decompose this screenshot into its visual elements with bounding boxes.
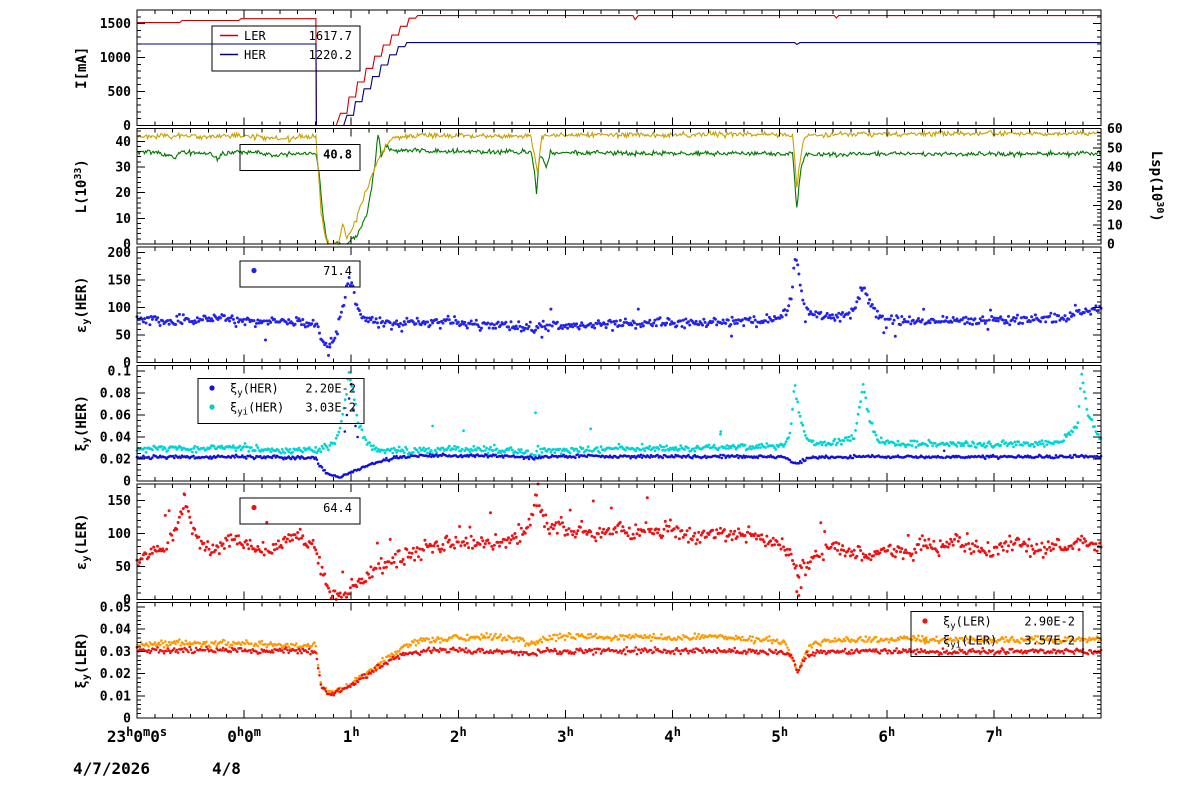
svg-text:ξy(HER): ξy(HER) — [230, 382, 279, 399]
svg-text:100: 100 — [108, 301, 132, 316]
legend-current: LER 1617.7 HER 1220.2 — [211, 25, 361, 72]
svg-text:50: 50 — [115, 329, 131, 344]
svg-text:1500: 1500 — [100, 17, 131, 32]
series-lum — [136, 134, 1102, 246]
panel-xiy-her: 0 0.02 0.04 0.06 0.08 0.1 ξy(HER) ξy(HER) 2.20E-… — [74, 365, 1103, 490]
svg-text:200: 200 — [108, 246, 132, 261]
series-xiyi-her — [135, 371, 1103, 461]
legend-ey-ler: 64.4 — [239, 497, 361, 525]
svg-text:20: 20 — [115, 186, 131, 201]
panel-ey-ler: 0 50 100 150 εy(LER) 64.4 — [74, 482, 1103, 608]
series-xiyi-ler — [135, 631, 1103, 697]
svg-text:0: 0 — [123, 119, 131, 134]
legend-xiy-her: ξy(HER) 2.20E-2 ξyi(HER) 3.03E-2 — [197, 378, 365, 424]
svg-text:0: 0 — [123, 238, 131, 253]
svg-text:150: 150 — [108, 274, 132, 289]
svg-text:500: 500 — [108, 85, 132, 100]
axis-ey-ler: 0 50 100 150 — [108, 484, 1102, 608]
x-axis-labels: 23h0m0s 0h0m 1h 2h 3h 4h 5h 6h 7h — [107, 725, 1002, 746]
svg-text:64.4: 64.4 — [323, 501, 352, 515]
svg-text:1000: 1000 — [100, 51, 131, 66]
svg-text:ξy(HER): ξy(HER) — [74, 395, 92, 452]
svg-text:L(1033): L(1033) — [73, 159, 90, 213]
svg-text:0: 0 — [123, 356, 131, 371]
svg-text:40: 40 — [115, 135, 131, 150]
svg-text:40.8: 40.8 — [323, 148, 352, 162]
svg-text:1220.2: 1220.2 — [309, 48, 352, 62]
svg-text:Lsp(1030): Lsp(1030) — [1148, 151, 1165, 222]
panel-current: 0 500 1000 1500 I[mA] LER 1617.7 HER 1220.2 — [74, 9, 1102, 134]
svg-text:30: 30 — [1107, 180, 1123, 195]
svg-text:50: 50 — [1107, 141, 1123, 156]
svg-text:1617.7: 1617.7 — [309, 29, 352, 43]
panel-luminosity: 0102030400102030405060Lsp(1030)L(1033)40… — [73, 122, 1165, 253]
svg-text:40: 40 — [1107, 161, 1123, 176]
series-ey-ler — [135, 482, 1103, 601]
svg-text:0: 0 — [123, 475, 131, 490]
svg-text:20: 20 — [1107, 199, 1123, 214]
series-ey-her — [135, 258, 1103, 357]
svg-text:0.08: 0.08 — [100, 387, 131, 402]
svg-text:HER: HER — [244, 48, 266, 62]
svg-text:0.02: 0.02 — [100, 453, 131, 468]
svg-text:LER: LER — [244, 29, 266, 43]
svg-text:100: 100 — [108, 527, 132, 542]
axis-xiy-ler: 00.010.020.030.040.05 — [100, 600, 1102, 727]
panel-ey-her: 0 50 100 150 200 εy(HER) 71.4 — [74, 246, 1103, 371]
date-label-start: 4/7/2026 — [73, 759, 151, 778]
legend-luminosity: 40.8 — [239, 144, 361, 171]
series-xiy-her — [135, 382, 1103, 479]
svg-text:60: 60 — [1107, 122, 1123, 137]
svg-text:εy(LER): εy(LER) — [74, 513, 92, 570]
svg-text:71.4: 71.4 — [323, 264, 352, 278]
svg-text:I[mA]: I[mA] — [74, 47, 90, 89]
svg-text:0: 0 — [1107, 238, 1115, 253]
date-label-end: 4/8 — [212, 759, 241, 778]
svg-text:150: 150 — [108, 494, 132, 509]
svg-text:0: 0 — [123, 593, 131, 608]
axis-ey-her: 0 50 100 150 200 — [108, 246, 1102, 371]
svg-text:0.06: 0.06 — [100, 409, 131, 424]
axis-xiy-her: 0 0.02 0.04 0.06 0.08 0.1 — [100, 365, 1102, 490]
svg-text:εy(HER): εy(HER) — [74, 276, 92, 333]
axis-current: 0 500 1000 1500 — [100, 9, 1102, 134]
series-her-current — [137, 42, 1101, 127]
legend-ey-her: 71.4 — [239, 260, 361, 288]
svg-text:10: 10 — [1107, 218, 1123, 233]
series-lsp — [136, 129, 1102, 245]
svg-text:50: 50 — [115, 560, 131, 575]
svg-text:0.1: 0.1 — [108, 365, 132, 380]
series-xiy-ler — [135, 645, 1103, 697]
svg-text:ξyi(HER): ξyi(HER) — [230, 401, 284, 418]
svg-text:2.20E-2: 2.20E-2 — [305, 382, 356, 396]
svg-text:3.03E-2: 3.03E-2 — [305, 401, 356, 415]
svg-text:30: 30 — [115, 161, 131, 176]
svg-text:0.04: 0.04 — [100, 431, 131, 446]
svg-text:10: 10 — [115, 212, 131, 227]
